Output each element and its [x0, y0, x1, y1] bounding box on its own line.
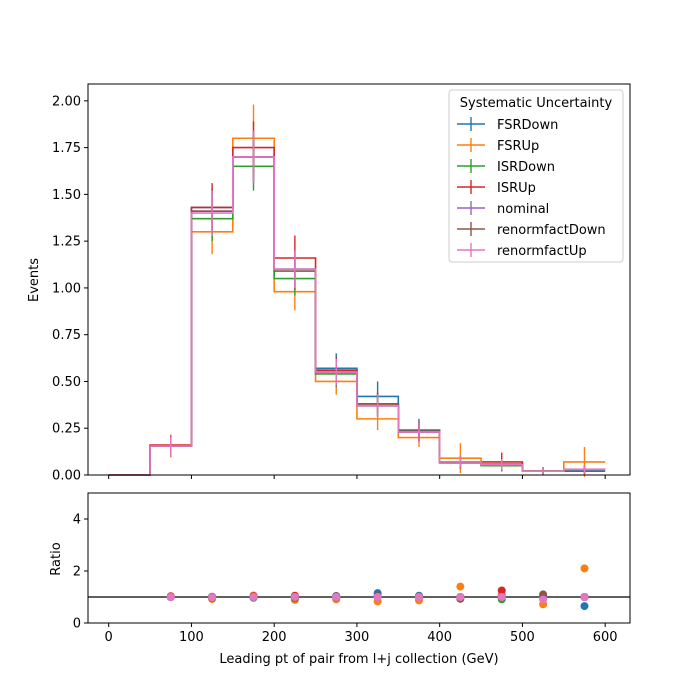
ratio-y-axis-label: Ratio	[49, 542, 64, 575]
main-axes-frame	[87, 83, 631, 476]
main-y-tick-label: 0.50	[52, 375, 81, 390]
ratio-point-FSRDown	[580, 602, 589, 611]
legend-label-FSRUp: FSRUp	[497, 139, 539, 154]
ratio-point-renormfactUp	[249, 593, 258, 601]
ratio-point-renormfactUp	[373, 593, 382, 601]
legend-label-FSRDown: FSRDown	[497, 118, 558, 133]
main-y-axis-label: Events	[27, 258, 42, 302]
main-y-tick-label: 1.75	[52, 141, 81, 156]
ratio-axes-frame	[87, 492, 631, 624]
main-y-tick-label: 0.00	[52, 469, 81, 484]
ratio-point-renormfactUp	[539, 595, 548, 604]
legend-item-FSRDown: FSRDown	[457, 117, 558, 133]
legend-items: FSRDown FSRUp ISRDown ISRUp nominal renormfac…	[457, 117, 606, 259]
ratio-point-FSRUp	[580, 564, 589, 573]
ratio-x-tick-label: 500	[510, 630, 535, 645]
legend-box	[448, 89, 624, 263]
main-y-tick-label: 1.25	[52, 235, 81, 250]
ratio-ticks: 0 2 4 0 100 200 300 400 500 600	[73, 513, 618, 646]
ratio-point-renormfactUp	[290, 593, 299, 601]
legend-item-ISRUp: ISRUp	[457, 180, 536, 196]
legend-item-nominal: nominal	[457, 201, 549, 217]
ratio-point-renormfactUp	[414, 593, 423, 601]
x-axis-label: Leading pt of pair from l+j collection (…	[219, 652, 498, 667]
main-ticks: 0.00 0.25 0.50 0.75 1.00 1.25 1.50 1.75 2.00	[52, 94, 606, 484]
legend-label-renormfactDown: renormfactDown	[497, 223, 606, 238]
ratio-x-tick-label: 600	[593, 630, 618, 645]
ratio-x-tick-label: 0	[105, 630, 113, 645]
ratio-point-renormfactUp	[332, 593, 341, 601]
step-line-renormfactUp	[108, 156, 606, 476]
ratio-y-tick-label: 0	[73, 617, 81, 632]
legend-title: Systematic Uncertainty	[460, 96, 613, 111]
ratio-x-tick-label: 300	[345, 630, 370, 645]
main-y-tick-label: 1.50	[52, 188, 81, 203]
ratio-x-tick-label: 200	[262, 630, 287, 645]
ratio-point-renormfactUp	[497, 593, 506, 601]
main-y-tick-label: 1.00	[52, 281, 81, 296]
main-y-tick-label: 2.00	[52, 94, 81, 109]
main-y-tick-label: 0.75	[52, 328, 81, 343]
ratio-point-renormfactUp	[456, 593, 465, 601]
legend-item-ISRDown: ISRDown	[457, 159, 555, 175]
legend-item-FSRUp: FSRUp	[457, 138, 539, 154]
ratio-y-tick-label: 2	[73, 565, 81, 580]
main-series-layer	[108, 104, 606, 477]
legend: Systematic Uncertainty FSRDown FSRUp ISRDo…	[448, 89, 624, 263]
series-renormfactUp	[108, 130, 606, 476]
ratio-series-layer	[88, 564, 630, 611]
ratio-x-tick-label: 400	[427, 630, 452, 645]
ratio-point-renormfactUp	[208, 593, 217, 602]
ratio-y-tick-label: 4	[73, 513, 81, 528]
ratio-point-ISRUp	[497, 586, 506, 595]
main-y-tick-label: 0.25	[52, 422, 81, 437]
legend-label-ISRUp: ISRUp	[497, 181, 536, 196]
main-panel: 0.00 0.25 0.50 0.75 1.00 1.25 1.50 1.75 2.00 Eve…	[27, 83, 631, 484]
legend-label-renormfactUp: renormfactUp	[497, 244, 587, 259]
ratio-x-tick-label: 100	[179, 630, 204, 645]
legend-label-nominal: nominal	[497, 202, 549, 217]
ratio-point-FSRUp	[456, 582, 465, 591]
ratio-series-renormfactUp	[166, 593, 589, 604]
legend-label-ISRDown: ISRDown	[497, 160, 555, 175]
legend-item-renormfactUp: renormfactUp	[457, 243, 587, 259]
ratio-point-renormfactUp	[166, 593, 175, 601]
ratio-point-renormfactUp	[580, 593, 589, 601]
ratio-panel: 0 2 4 0 100 200 300 400 500 600 Ratio Leading pt …	[49, 492, 631, 667]
legend-item-renormfactDown: renormfactDown	[457, 222, 606, 238]
